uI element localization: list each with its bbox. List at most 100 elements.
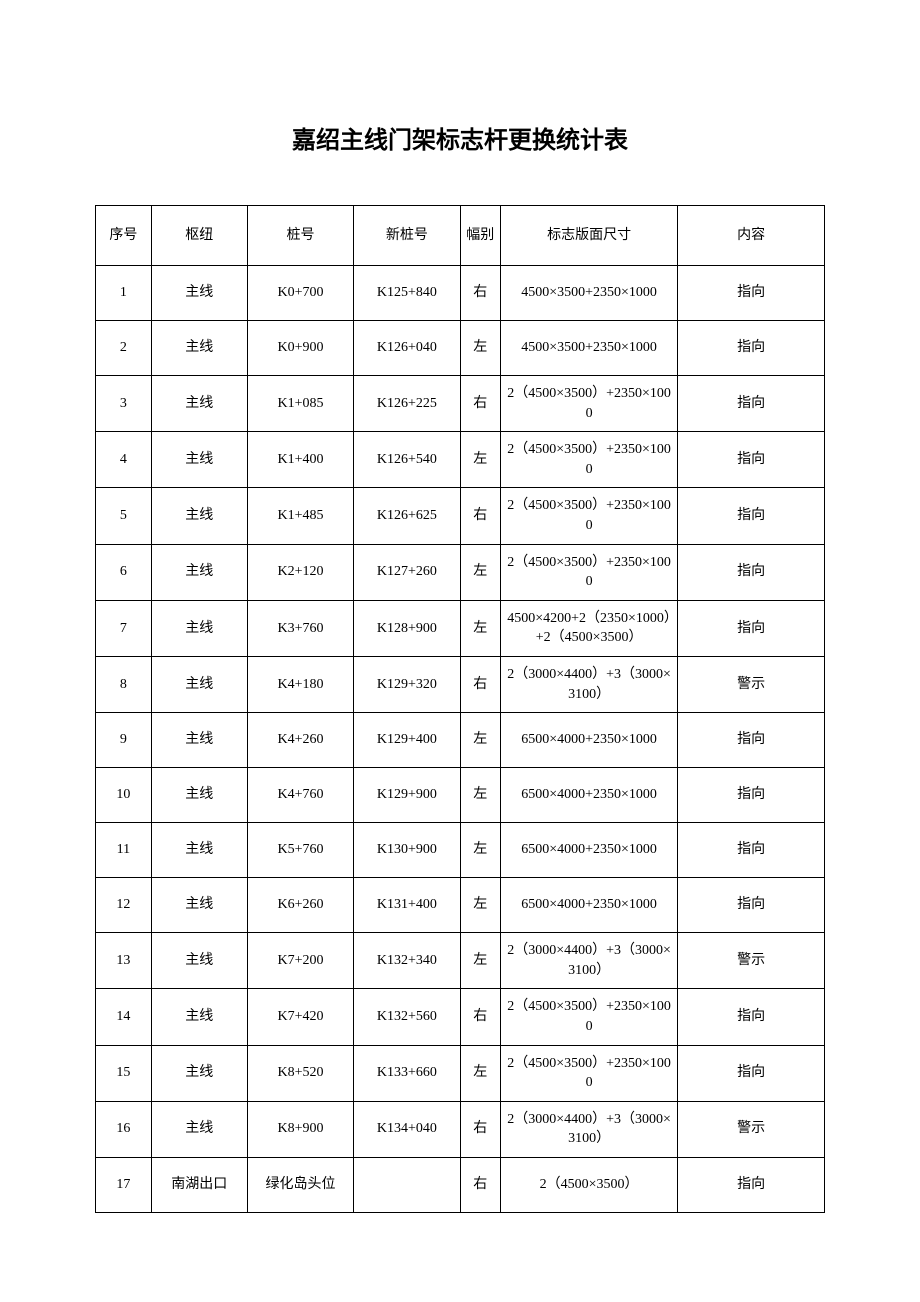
cell-stake: K8+520 [247,1045,353,1101]
cell-content: 指向 [678,878,825,933]
cell-newstake: K126+040 [354,321,460,376]
cell-side: 左 [460,600,501,656]
header-content: 内容 [678,206,825,266]
header-stake: 桩号 [247,206,353,266]
cell-dim: 6500×4000+2350×1000 [501,823,678,878]
cell-hub: 主线 [151,432,247,488]
cell-hub: 主线 [151,321,247,376]
cell-hub: 主线 [151,544,247,600]
cell-stake: K5+760 [247,823,353,878]
cell-dim: 2（3000×4400）+3（3000×3100） [501,1101,678,1157]
cell-side: 右 [460,488,501,544]
cell-side: 左 [460,933,501,989]
cell-dim: 6500×4000+2350×1000 [501,768,678,823]
cell-newstake: K132+560 [354,989,460,1045]
page-title: 嘉绍主线门架标志杆更换统计表 [95,120,825,155]
cell-seq: 4 [96,432,152,488]
table-row: 15主线K8+520K133+660左2（4500×3500）+2350×100… [96,1045,825,1101]
cell-dim: 6500×4000+2350×1000 [501,878,678,933]
cell-stake: K0+700 [247,266,353,321]
cell-content: 指向 [678,1045,825,1101]
cell-hub: 主线 [151,1101,247,1157]
cell-stake: K8+900 [247,1101,353,1157]
table-row: 8主线K4+180K129+320右2（3000×4400）+3（3000×31… [96,656,825,712]
cell-side: 左 [460,823,501,878]
cell-side: 右 [460,1157,501,1212]
table-row: 9主线K4+260K129+400左6500×4000+2350×1000指向 [96,713,825,768]
cell-newstake: K125+840 [354,266,460,321]
cell-stake: K7+420 [247,989,353,1045]
cell-dim: 2（4500×3500）+2350×1000 [501,1045,678,1101]
cell-hub: 主线 [151,656,247,712]
cell-content: 指向 [678,1157,825,1212]
cell-stake: K4+260 [247,713,353,768]
cell-newstake: K133+660 [354,1045,460,1101]
cell-side: 右 [460,266,501,321]
table-row: 6主线K2+120K127+260左2（4500×3500）+2350×1000… [96,544,825,600]
cell-newstake: K126+225 [354,376,460,432]
header-seq: 序号 [96,206,152,266]
cell-content: 指向 [678,768,825,823]
cell-side: 右 [460,989,501,1045]
cell-side: 左 [460,768,501,823]
cell-stake: K1+485 [247,488,353,544]
cell-content: 指向 [678,823,825,878]
table-row: 16主线K8+900K134+040右2（3000×4400）+3（3000×3… [96,1101,825,1157]
header-side: 幅别 [460,206,501,266]
cell-seq: 15 [96,1045,152,1101]
document-page: 嘉绍主线门架标志杆更换统计表 序号 枢纽 桩号 新桩号 幅别 标志版面尺寸 内容… [0,0,920,1293]
table-row: 17南湖出口绿化岛头位右2（4500×3500）指向 [96,1157,825,1212]
cell-seq: 14 [96,989,152,1045]
cell-dim: 2（3000×4400）+3（3000×3100） [501,933,678,989]
cell-dim: 2（4500×3500） [501,1157,678,1212]
cell-dim: 2（4500×3500）+2350×1000 [501,544,678,600]
cell-seq: 5 [96,488,152,544]
cell-hub: 主线 [151,768,247,823]
cell-content: 指向 [678,600,825,656]
cell-seq: 7 [96,600,152,656]
cell-newstake [354,1157,460,1212]
cell-dim: 4500×3500+2350×1000 [501,321,678,376]
cell-stake: K1+400 [247,432,353,488]
cell-seq: 9 [96,713,152,768]
cell-hub: 主线 [151,989,247,1045]
cell-newstake: K129+900 [354,768,460,823]
cell-stake: 绿化岛头位 [247,1157,353,1212]
table-row: 4主线K1+400K126+540左2（4500×3500）+2350×1000… [96,432,825,488]
cell-dim: 2（4500×3500）+2350×1000 [501,488,678,544]
cell-seq: 6 [96,544,152,600]
cell-newstake: K129+320 [354,656,460,712]
cell-side: 左 [460,878,501,933]
cell-side: 左 [460,713,501,768]
cell-hub: 主线 [151,376,247,432]
cell-hub: 主线 [151,878,247,933]
cell-side: 左 [460,1045,501,1101]
cell-newstake: K126+625 [354,488,460,544]
cell-content: 警示 [678,656,825,712]
cell-content: 指向 [678,989,825,1045]
cell-dim: 2（4500×3500）+2350×1000 [501,376,678,432]
table-row: 5主线K1+485K126+625右2（4500×3500）+2350×1000… [96,488,825,544]
cell-hub: 主线 [151,713,247,768]
cell-seq: 13 [96,933,152,989]
cell-side: 左 [460,544,501,600]
table-row: 14主线K7+420K132+560右2（4500×3500）+2350×100… [96,989,825,1045]
cell-stake: K1+085 [247,376,353,432]
cell-hub: 主线 [151,1045,247,1101]
cell-stake: K0+900 [247,321,353,376]
cell-seq: 17 [96,1157,152,1212]
cell-hub: 主线 [151,600,247,656]
cell-dim: 2（3000×4400）+3（3000×3100） [501,656,678,712]
cell-newstake: K127+260 [354,544,460,600]
cell-side: 左 [460,432,501,488]
table-row: 11主线K5+760K130+900左6500×4000+2350×1000指向 [96,823,825,878]
cell-seq: 12 [96,878,152,933]
cell-side: 左 [460,321,501,376]
cell-content: 指向 [678,488,825,544]
header-hub: 枢纽 [151,206,247,266]
cell-seq: 11 [96,823,152,878]
cell-content: 指向 [678,321,825,376]
cell-stake: K4+760 [247,768,353,823]
cell-newstake: K134+040 [354,1101,460,1157]
header-dim: 标志版面尺寸 [501,206,678,266]
